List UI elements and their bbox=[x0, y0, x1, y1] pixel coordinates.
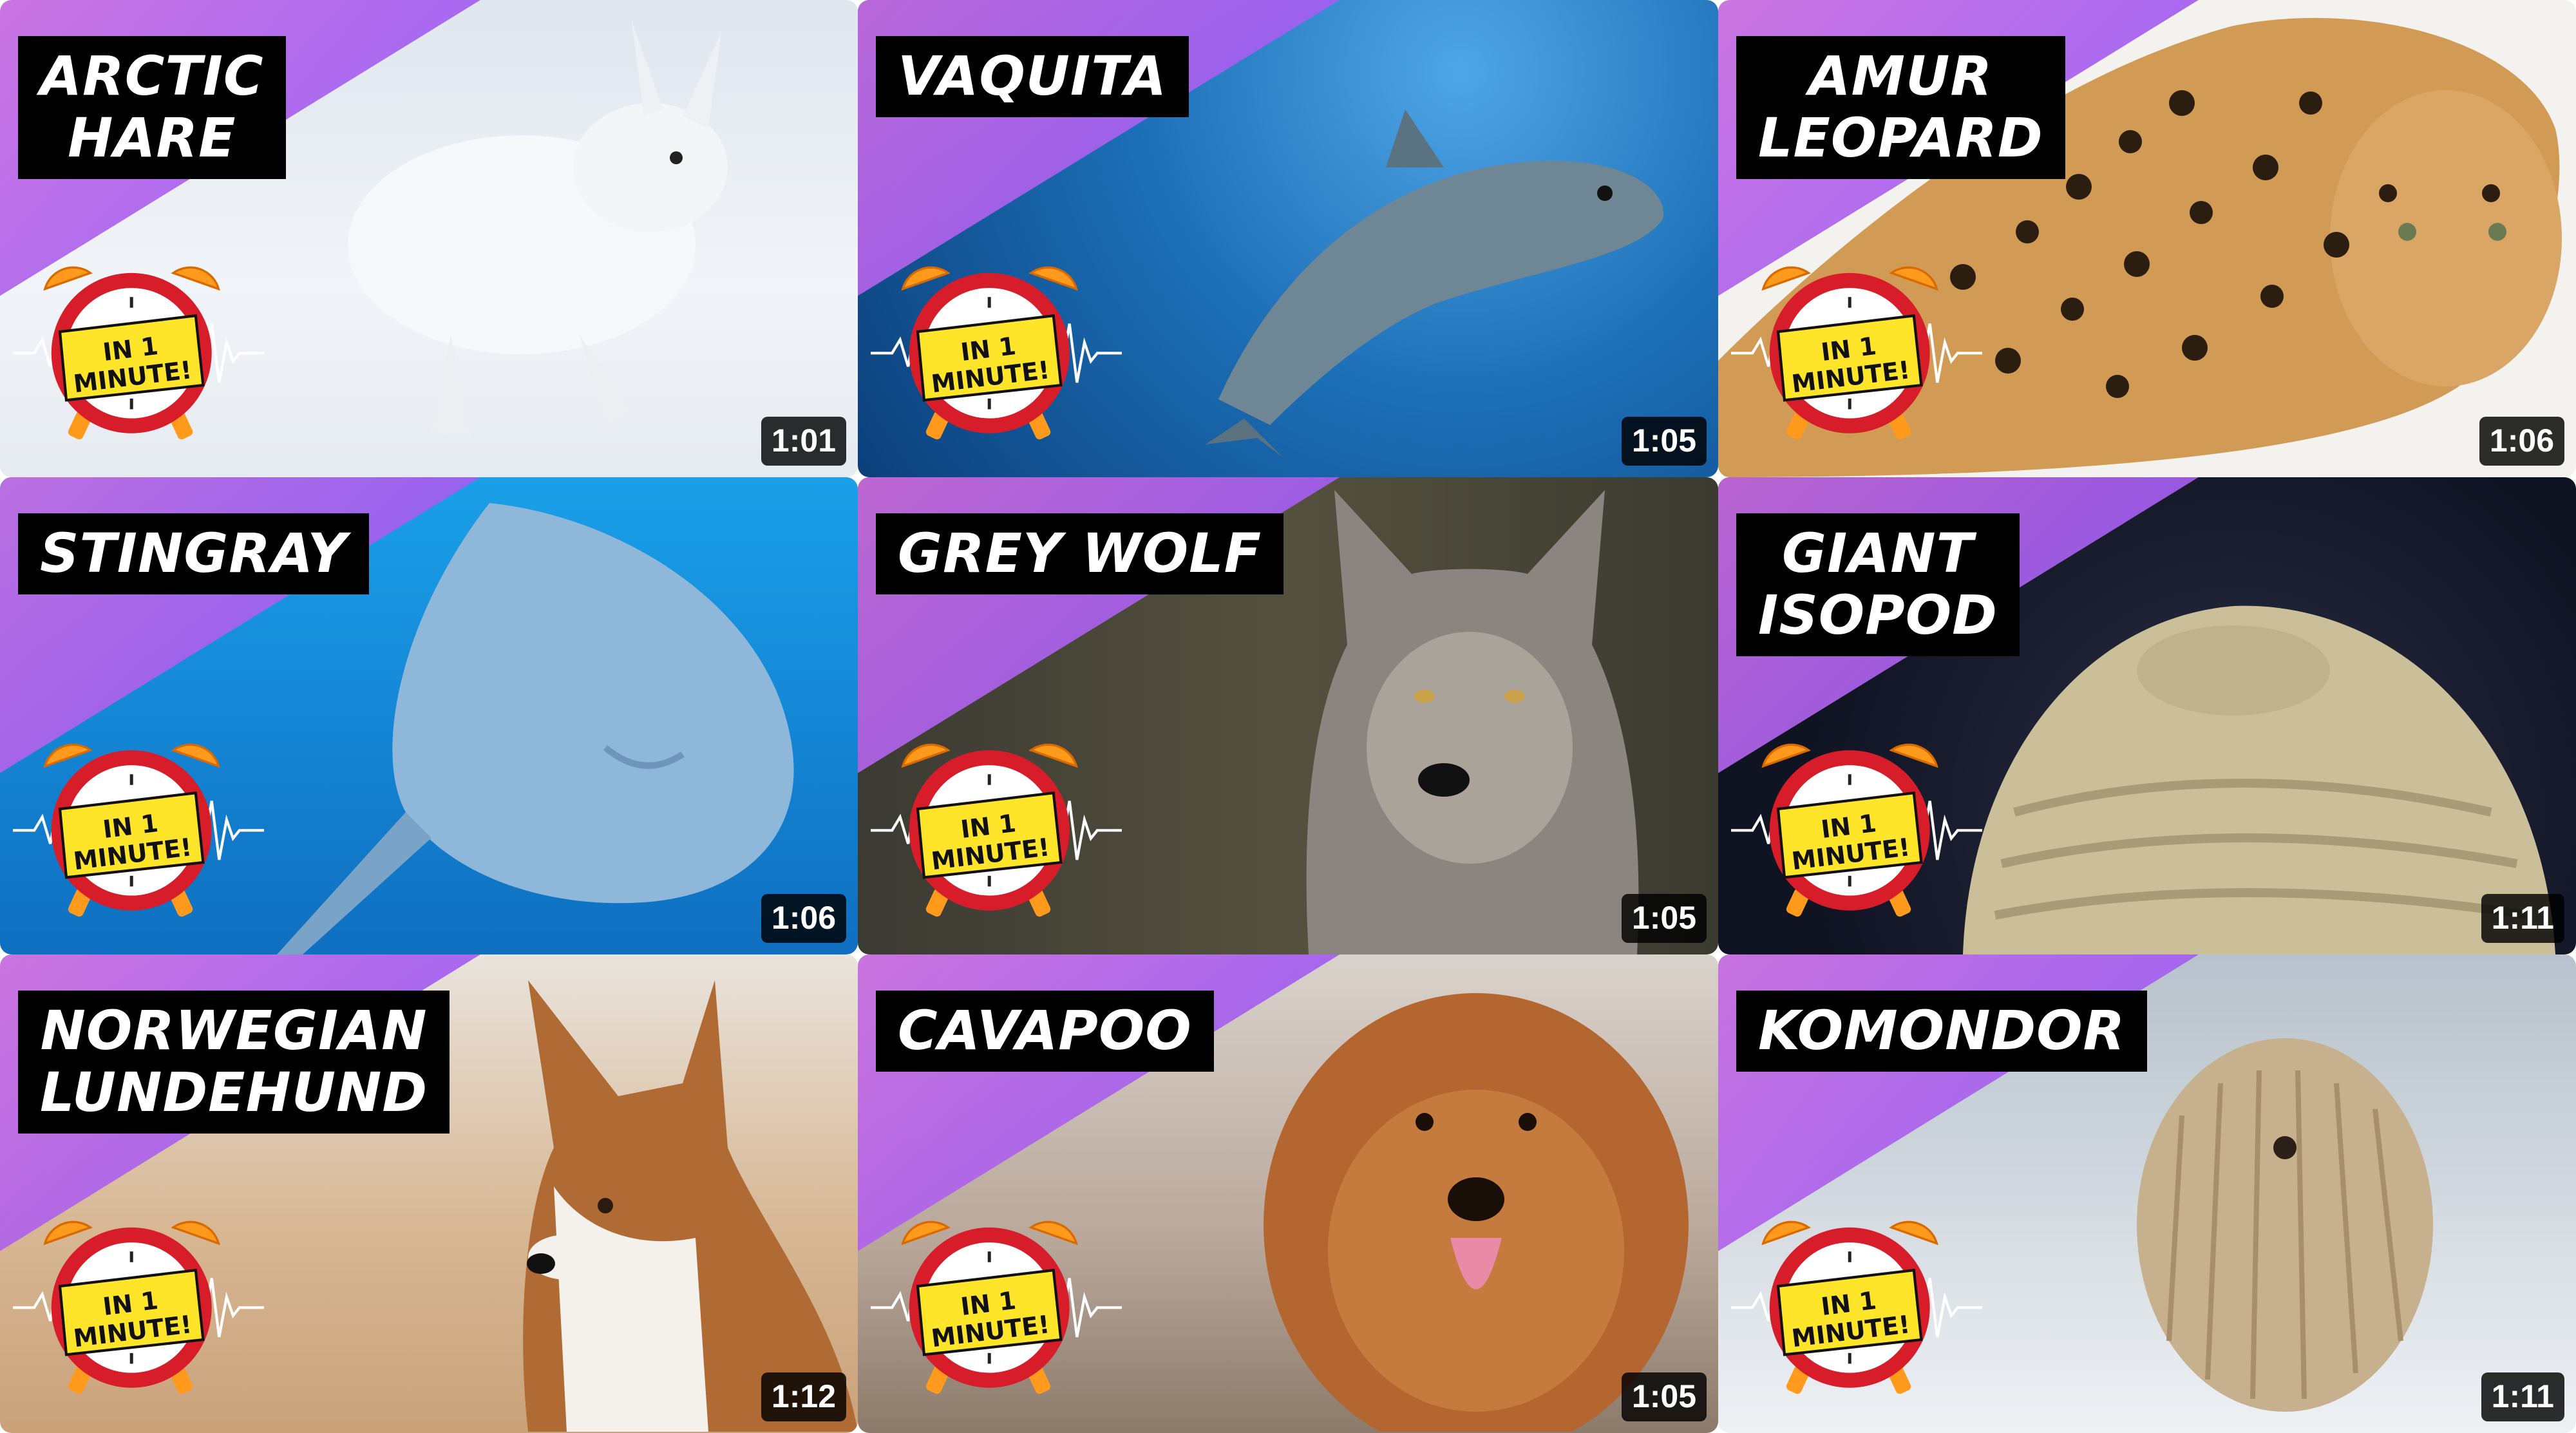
title-line: ISOPOD bbox=[1758, 584, 1998, 647]
video-thumbnail-stingray[interactable]: STINGRAY IN 1 MINUTE! 1:06 bbox=[0, 477, 858, 954]
video-thumbnail-komondor[interactable]: KOMONDOR IN 1 MINUTE! 1:11 bbox=[1718, 954, 2576, 1433]
title-line: NORWEGIAN bbox=[40, 999, 428, 1062]
title-line: GREY WOLF bbox=[898, 522, 1262, 585]
komondor-image bbox=[2137, 1038, 2433, 1412]
title-line: LUNDEHUND bbox=[40, 1061, 428, 1124]
video-thumbnail-vaquita[interactable]: VAQUITA IN 1 MINUTE! 1:05 bbox=[858, 0, 1718, 477]
alarm-clock-icon: IN 1 MINUTE! bbox=[13, 1186, 264, 1418]
svg-text:IN 1: IN 1 bbox=[101, 332, 160, 367]
video-duration-badge: 1:06 bbox=[2479, 417, 2564, 466]
title-line: HARE bbox=[68, 106, 236, 169]
svg-text:IN 1: IN 1 bbox=[1819, 1287, 1878, 1322]
alarm-clock-icon: IN 1 MINUTE! bbox=[871, 709, 1122, 941]
alarm-clock-icon: IN 1 MINUTE! bbox=[13, 709, 264, 941]
video-thumbnail-cavapoo[interactable]: CAVAPOO IN 1 MINUTE! 1:05 bbox=[858, 954, 1718, 1433]
video-title: CAVAPOO bbox=[876, 991, 1214, 1072]
svg-text:IN 1: IN 1 bbox=[101, 1287, 160, 1322]
video-title: NORWEGIAN LUNDEHUND bbox=[18, 991, 450, 1134]
title-line: LEOPARD bbox=[1758, 106, 2043, 169]
video-thumbnail-giant-isopod[interactable]: GIANT ISOPOD IN 1 MINUTE! 1:11 bbox=[1718, 477, 2576, 954]
title-line: GIANT bbox=[1782, 522, 1974, 585]
title-line: ARCTIC bbox=[40, 44, 264, 108]
norwegian-lundehund-image bbox=[523, 980, 858, 1432]
video-duration-badge: 1:12 bbox=[761, 1372, 846, 1421]
video-duration-badge: 1:05 bbox=[1621, 1372, 1707, 1421]
stingray-image bbox=[277, 503, 794, 954]
alarm-clock-icon: IN 1 MINUTE! bbox=[1731, 232, 1982, 464]
video-title: AMUR LEOPARD bbox=[1736, 36, 2065, 179]
title-line: CAVAPOO bbox=[898, 999, 1192, 1062]
svg-text:IN 1: IN 1 bbox=[1819, 332, 1878, 367]
giant-isopod-image bbox=[1963, 605, 2555, 954]
video-title: GIANT ISOPOD bbox=[1736, 513, 2020, 656]
svg-text:IN 1: IN 1 bbox=[101, 810, 160, 844]
video-duration-badge: 1:11 bbox=[2481, 894, 2564, 943]
title-line: VAQUITA bbox=[898, 44, 1167, 108]
video-duration-badge: 1:05 bbox=[1621, 417, 1707, 466]
video-title: KOMONDOR bbox=[1736, 991, 2148, 1072]
video-thumbnail-amur-leopard[interactable]: AMUR LEOPARD IN 1 MINUTE! 1:06 bbox=[1718, 0, 2576, 477]
video-thumbnail-arctic-hare[interactable]: ARCTIC HARE IN 1 MINUTE! 1:01 bbox=[0, 0, 858, 477]
svg-text:IN 1: IN 1 bbox=[959, 332, 1018, 367]
video-title: ARCTIC HARE bbox=[18, 36, 286, 179]
svg-text:IN 1: IN 1 bbox=[1819, 810, 1878, 844]
video-title: GREY WOLF bbox=[876, 513, 1284, 594]
title-line: STINGRAY bbox=[40, 522, 348, 585]
video-duration-badge: 1:01 bbox=[761, 417, 846, 466]
cavapoo-image bbox=[1264, 993, 1689, 1432]
arctic-hare-image bbox=[348, 19, 728, 438]
alarm-clock-icon: IN 1 MINUTE! bbox=[871, 232, 1122, 464]
video-thumbnail-norwegian-lundehund[interactable]: NORWEGIAN LUNDEHUND IN 1 MINUTE! 1:12 bbox=[0, 954, 858, 1433]
title-line: AMUR bbox=[1808, 44, 1993, 108]
alarm-clock-icon: IN 1 MINUTE! bbox=[13, 232, 264, 464]
video-title: VAQUITA bbox=[876, 36, 1189, 117]
video-thumbnail-grey-wolf[interactable]: GREY WOLF IN 1 MINUTE! 1:05 bbox=[858, 477, 1718, 954]
video-title: STINGRAY bbox=[18, 513, 370, 594]
vaquita-image bbox=[1206, 109, 1664, 457]
alarm-clock-icon: IN 1 MINUTE! bbox=[1731, 709, 1982, 941]
alarm-clock-icon: IN 1 MINUTE! bbox=[1731, 1186, 1982, 1418]
alarm-clock-icon: IN 1 MINUTE! bbox=[871, 1186, 1122, 1418]
video-duration-badge: 1:05 bbox=[1621, 894, 1707, 943]
title-line: KOMONDOR bbox=[1758, 999, 2126, 1062]
video-duration-badge: 1:11 bbox=[2481, 1372, 2564, 1421]
video-duration-badge: 1:06 bbox=[761, 894, 846, 943]
svg-text:IN 1: IN 1 bbox=[959, 1287, 1018, 1322]
svg-text:IN 1: IN 1 bbox=[959, 810, 1018, 844]
grey-wolf-image bbox=[1306, 490, 1639, 954]
